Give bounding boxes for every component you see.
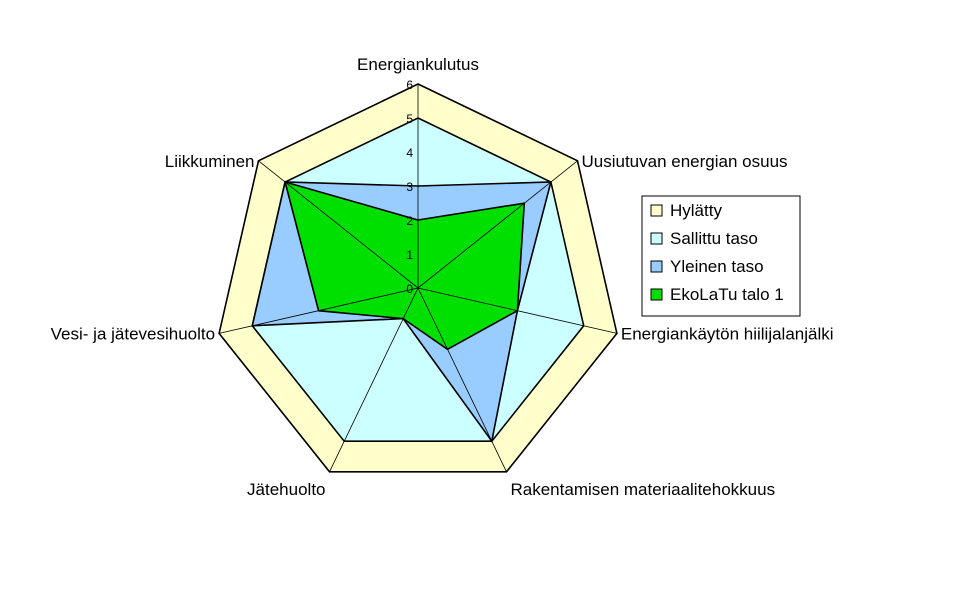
legend-swatch-1 [650, 204, 663, 217]
tick-label: 4 [406, 146, 413, 160]
tick-label: 1 [406, 248, 413, 262]
axis-spoke-2 [417, 160, 578, 289]
legend-swatch-4 [650, 288, 663, 301]
axis-spoke-3 [417, 287, 617, 334]
legend-label-4: EkoLaTu talo 1 [670, 285, 784, 304]
tick-label: 0 [406, 282, 413, 296]
legend-label-2: Sallittu taso [670, 229, 758, 248]
legend-swatch-3 [650, 260, 663, 273]
axis-label-3: Energiankäytön hiilijalanjälki [621, 324, 834, 343]
chart-legend: Hylätty Sallittu taso Yleinen taso EkoLaTu … [641, 195, 801, 317]
axis-label-5: Jätehuolto [247, 480, 325, 499]
axis-label-1: Energiankulutus [357, 55, 479, 74]
radar-plot-area: 0 1 2 3 4 5 6 Energiankulutus Uusiutuvan energia… [51, 55, 834, 499]
axis-label-4: Rakentamisen materiaalitehokkuus [511, 480, 776, 499]
legend-swatch-2 [650, 232, 663, 245]
axis-spoke-6 [219, 287, 419, 334]
tick-label: 2 [406, 214, 413, 228]
series-area-4 [283, 180, 526, 351]
legend-box [641, 195, 801, 317]
axis-spoke-7 [258, 160, 419, 289]
axis-label-6: Vesi- ja jätevesihuolto [51, 324, 215, 343]
legend-label-3: Yleinen taso [670, 257, 764, 276]
legend-label-1: Hylätty [670, 201, 722, 220]
axis-label-7: Liikkuminen [165, 152, 255, 171]
tick-label: 3 [406, 180, 413, 194]
axis-spoke-5 [329, 287, 419, 472]
axis-label-2: Uusiutuvan energian osuus [582, 152, 788, 171]
axis-spoke-4 [417, 287, 507, 472]
tick-label: 5 [406, 112, 413, 126]
tick-label: 6 [406, 78, 413, 92]
